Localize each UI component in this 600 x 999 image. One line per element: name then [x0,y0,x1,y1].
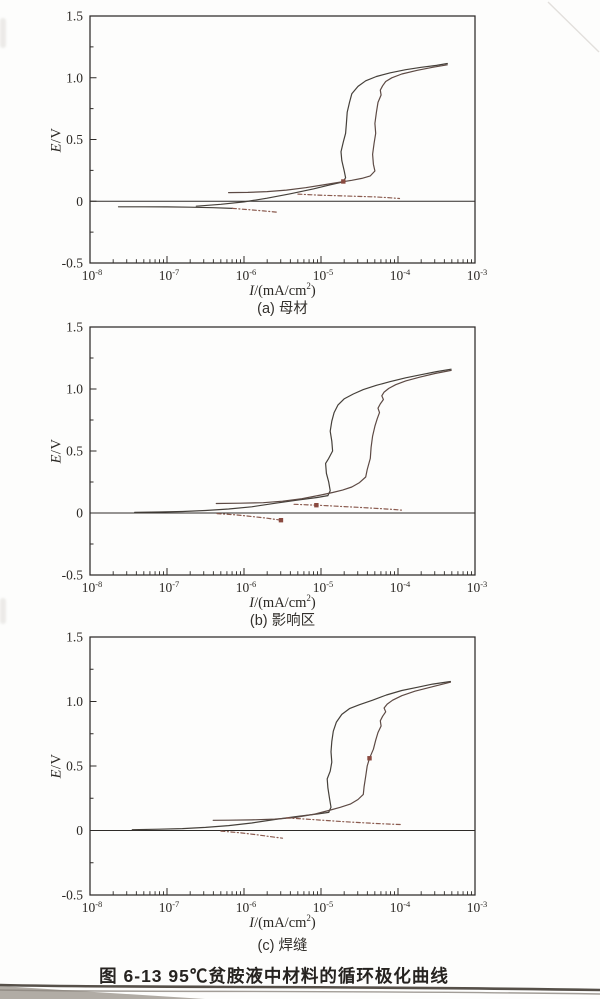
chart-c-subtitle: (c) 焊缝 [257,938,308,954]
chart-a-canvas: 1.5 1.0 0.5 0 -0.510-8 10-7 10-6 10-5 10-4 10-3 [62,9,488,284]
data-marker [278,517,284,523]
svg-text:10-4: 10-4 [390,267,411,283]
svg-text:1.0: 1.0 [66,70,83,85]
svg-text:0.5: 0.5 [66,759,83,774]
y-axis-label: E/V [48,438,65,464]
series-forward-anodic [134,495,329,513]
series-reverse-tail [297,193,401,200]
svg-text:10-8: 10-8 [82,579,103,595]
chart-a-subtitle: (a) 母材 [257,301,308,317]
svg-text:10-7: 10-7 [159,899,180,915]
x-axis-label: I/(mA/cm2) [249,593,316,611]
svg-text:1.5: 1.5 [66,9,83,24]
svg-text:10-6: 10-6 [236,267,257,283]
svg-text:10-4: 10-4 [390,579,411,595]
series-cathodic-tail [220,830,284,839]
svg-text:10-6: 10-6 [236,899,257,915]
svg-text:10-7: 10-7 [159,267,180,283]
svg-text:10-7: 10-7 [159,579,180,595]
series-reverse-tail [293,503,404,511]
svg-text:1.5: 1.5 [66,630,83,645]
svg-text:10-3: 10-3 [467,267,488,283]
series-passive-transpassive-loop [340,62,448,183]
series-passive-transpassive-loop [325,368,452,497]
chart-b-canvas: 1.5 1.0 0.5 0 -0.510-8 10-7 10-6 10-5 10-4 10-3 [62,320,488,596]
svg-text:0: 0 [76,823,83,838]
series-cathodic-branch [117,206,233,209]
svg-text:10-5: 10-5 [313,267,334,283]
svg-text:10-6: 10-6 [236,579,257,595]
svg-text:-0.5: -0.5 [62,888,84,903]
series-reverse-scan [228,64,448,194]
figure-caption: 图 6-13 95℃贫胺液中材料的循环极化曲线 [99,966,449,986]
svg-text:10-3: 10-3 [467,579,488,595]
chart-a-block: 1.5 1.0 0.5 0 -0.5 10-8 10-7 10-6 10-5 10-4 10-3 E… [0,0,600,318]
svg-text:10-8: 10-8 [82,899,103,915]
svg-text:1.5: 1.5 [66,320,83,335]
series-forward-anodic [131,811,330,831]
svg-text:0.5: 0.5 [66,444,83,459]
svg-text:1.0: 1.0 [66,694,83,709]
data-marker [314,502,319,508]
series-reverse-tail [285,817,403,826]
chart-b-subtitle: (b) 影响区 [249,613,316,629]
chart-c-block: 1.5 1.0 0.5 0 -0.5 10-8 10-7 10-6 10-5 10-4 10-3 E… [0,621,600,955]
series-passive-transpassive-loop [326,680,451,813]
svg-text:10-8: 10-8 [82,267,103,283]
x-axis-label: I/(mA/cm2) [249,913,316,931]
series-forward-anodic [195,181,344,207]
scan-smudge [0,18,6,48]
series-cathodic-tail [231,207,277,213]
svg-text:0: 0 [76,506,83,521]
svg-text:10-5: 10-5 [313,899,334,915]
svg-text:1.0: 1.0 [66,382,83,397]
chart-c-canvas: 1.5 1.0 0.5 0 -0.510-8 10-7 10-6 10-5 10-4 10-3 [62,630,488,916]
svg-text:0.5: 0.5 [66,132,83,147]
svg-text:10-4: 10-4 [390,899,411,915]
chart-b-block: 1.5 1.0 0.5 0 -0.5 10-8 10-7 10-6 10-5 10-4 10-3 E… [0,311,600,630]
svg-text:-0.5: -0.5 [62,568,84,583]
y-axis-label: E/V [48,127,65,153]
svg-text:10-3: 10-3 [467,899,488,915]
data-marker [341,179,346,184]
x-axis-label: I/(mA/cm2) [249,281,316,299]
y-axis-label: E/V [48,753,65,779]
svg-text:0: 0 [76,194,83,209]
series-cathodic-tail [216,513,282,521]
series-reverse-scan [212,681,451,821]
svg-text:-0.5: -0.5 [62,256,84,271]
scan-smudge [0,598,6,624]
series-reverse-scan [215,369,452,505]
svg-text:10-5: 10-5 [313,579,334,595]
data-marker [367,756,372,761]
